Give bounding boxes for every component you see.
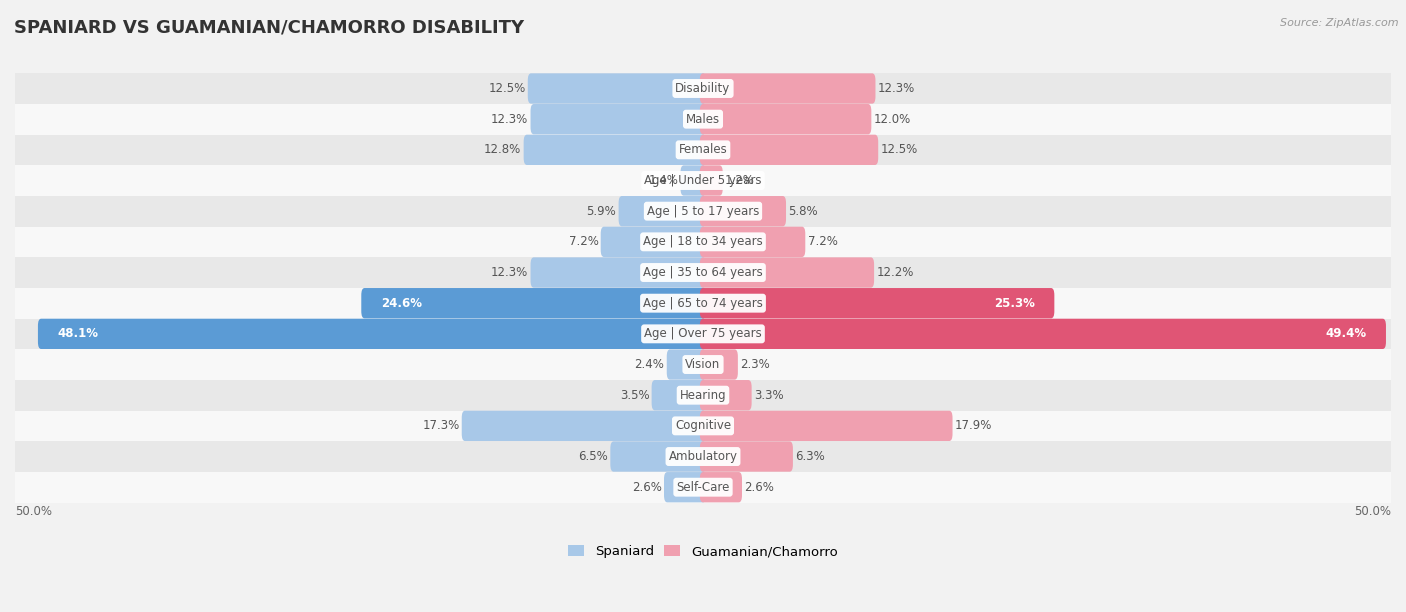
FancyBboxPatch shape [700,380,752,410]
Text: Source: ZipAtlas.com: Source: ZipAtlas.com [1281,18,1399,28]
Text: Age | Over 75 years: Age | Over 75 years [644,327,762,340]
Bar [15,104,1391,135]
FancyBboxPatch shape [700,349,738,379]
FancyBboxPatch shape [461,411,706,441]
Text: 6.5%: 6.5% [578,450,607,463]
Text: 2.3%: 2.3% [740,358,770,371]
FancyBboxPatch shape [610,441,706,472]
Bar [15,472,1391,502]
FancyBboxPatch shape [681,165,706,196]
Text: Age | 35 to 64 years: Age | 35 to 64 years [643,266,763,279]
Text: Hearing: Hearing [679,389,727,401]
Text: 12.3%: 12.3% [491,113,529,125]
FancyBboxPatch shape [361,288,706,318]
Bar [15,135,1391,165]
Text: Disability: Disability [675,82,731,95]
FancyBboxPatch shape [700,258,875,288]
Text: Self-Care: Self-Care [676,480,730,494]
Text: Vision: Vision [685,358,721,371]
Text: 12.5%: 12.5% [488,82,526,95]
FancyBboxPatch shape [700,104,872,134]
Text: Age | 18 to 34 years: Age | 18 to 34 years [643,236,763,248]
Text: Cognitive: Cognitive [675,419,731,432]
FancyBboxPatch shape [600,226,706,257]
Bar [15,288,1391,318]
Text: 2.6%: 2.6% [744,480,775,494]
Text: 5.8%: 5.8% [789,204,818,218]
Text: SPANIARD VS GUAMANIAN/CHAMORRO DISABILITY: SPANIARD VS GUAMANIAN/CHAMORRO DISABILIT… [14,18,524,36]
Text: 17.3%: 17.3% [422,419,460,432]
Text: Age | 65 to 74 years: Age | 65 to 74 years [643,297,763,310]
FancyBboxPatch shape [619,196,706,226]
Text: 3.3%: 3.3% [754,389,783,401]
Text: 24.6%: 24.6% [381,297,422,310]
Bar [15,318,1391,349]
Text: Females: Females [679,143,727,156]
FancyBboxPatch shape [700,472,742,502]
FancyBboxPatch shape [651,380,706,410]
FancyBboxPatch shape [700,226,806,257]
Text: 2.6%: 2.6% [631,480,662,494]
Text: 6.3%: 6.3% [796,450,825,463]
Bar [15,441,1391,472]
Bar [15,73,1391,104]
Bar [15,380,1391,411]
FancyBboxPatch shape [700,441,793,472]
FancyBboxPatch shape [527,73,706,103]
Legend: Spaniard, Guamanian/Chamorro: Spaniard, Guamanian/Chamorro [564,540,842,564]
Text: 7.2%: 7.2% [568,236,599,248]
Text: 17.9%: 17.9% [955,419,993,432]
FancyBboxPatch shape [700,165,723,196]
Text: 12.3%: 12.3% [491,266,529,279]
FancyBboxPatch shape [530,104,706,134]
Text: 2.4%: 2.4% [634,358,665,371]
Text: 12.0%: 12.0% [873,113,911,125]
Text: 25.3%: 25.3% [994,297,1035,310]
Text: 49.4%: 49.4% [1324,327,1367,340]
Text: 12.2%: 12.2% [876,266,914,279]
Text: Ambulatory: Ambulatory [668,450,738,463]
FancyBboxPatch shape [38,319,706,349]
FancyBboxPatch shape [523,135,706,165]
Bar [15,411,1391,441]
Text: 1.4%: 1.4% [648,174,678,187]
Text: 48.1%: 48.1% [58,327,98,340]
FancyBboxPatch shape [700,135,879,165]
Bar [15,257,1391,288]
Text: 5.9%: 5.9% [586,204,616,218]
Text: 1.2%: 1.2% [725,174,755,187]
FancyBboxPatch shape [666,349,706,379]
Text: 12.8%: 12.8% [484,143,522,156]
FancyBboxPatch shape [700,196,786,226]
Bar [15,226,1391,257]
FancyBboxPatch shape [700,411,952,441]
Text: 12.3%: 12.3% [877,82,915,95]
Text: 50.0%: 50.0% [15,505,52,518]
FancyBboxPatch shape [700,319,1386,349]
FancyBboxPatch shape [664,472,706,502]
Text: 50.0%: 50.0% [1354,505,1391,518]
Text: 3.5%: 3.5% [620,389,650,401]
FancyBboxPatch shape [700,73,876,103]
Text: 12.5%: 12.5% [880,143,918,156]
Text: Age | 5 to 17 years: Age | 5 to 17 years [647,204,759,218]
FancyBboxPatch shape [530,258,706,288]
Bar [15,349,1391,380]
FancyBboxPatch shape [700,288,1054,318]
Bar [15,196,1391,226]
Text: 7.2%: 7.2% [807,236,838,248]
Text: Males: Males [686,113,720,125]
Text: Age | Under 5 years: Age | Under 5 years [644,174,762,187]
Bar [15,165,1391,196]
